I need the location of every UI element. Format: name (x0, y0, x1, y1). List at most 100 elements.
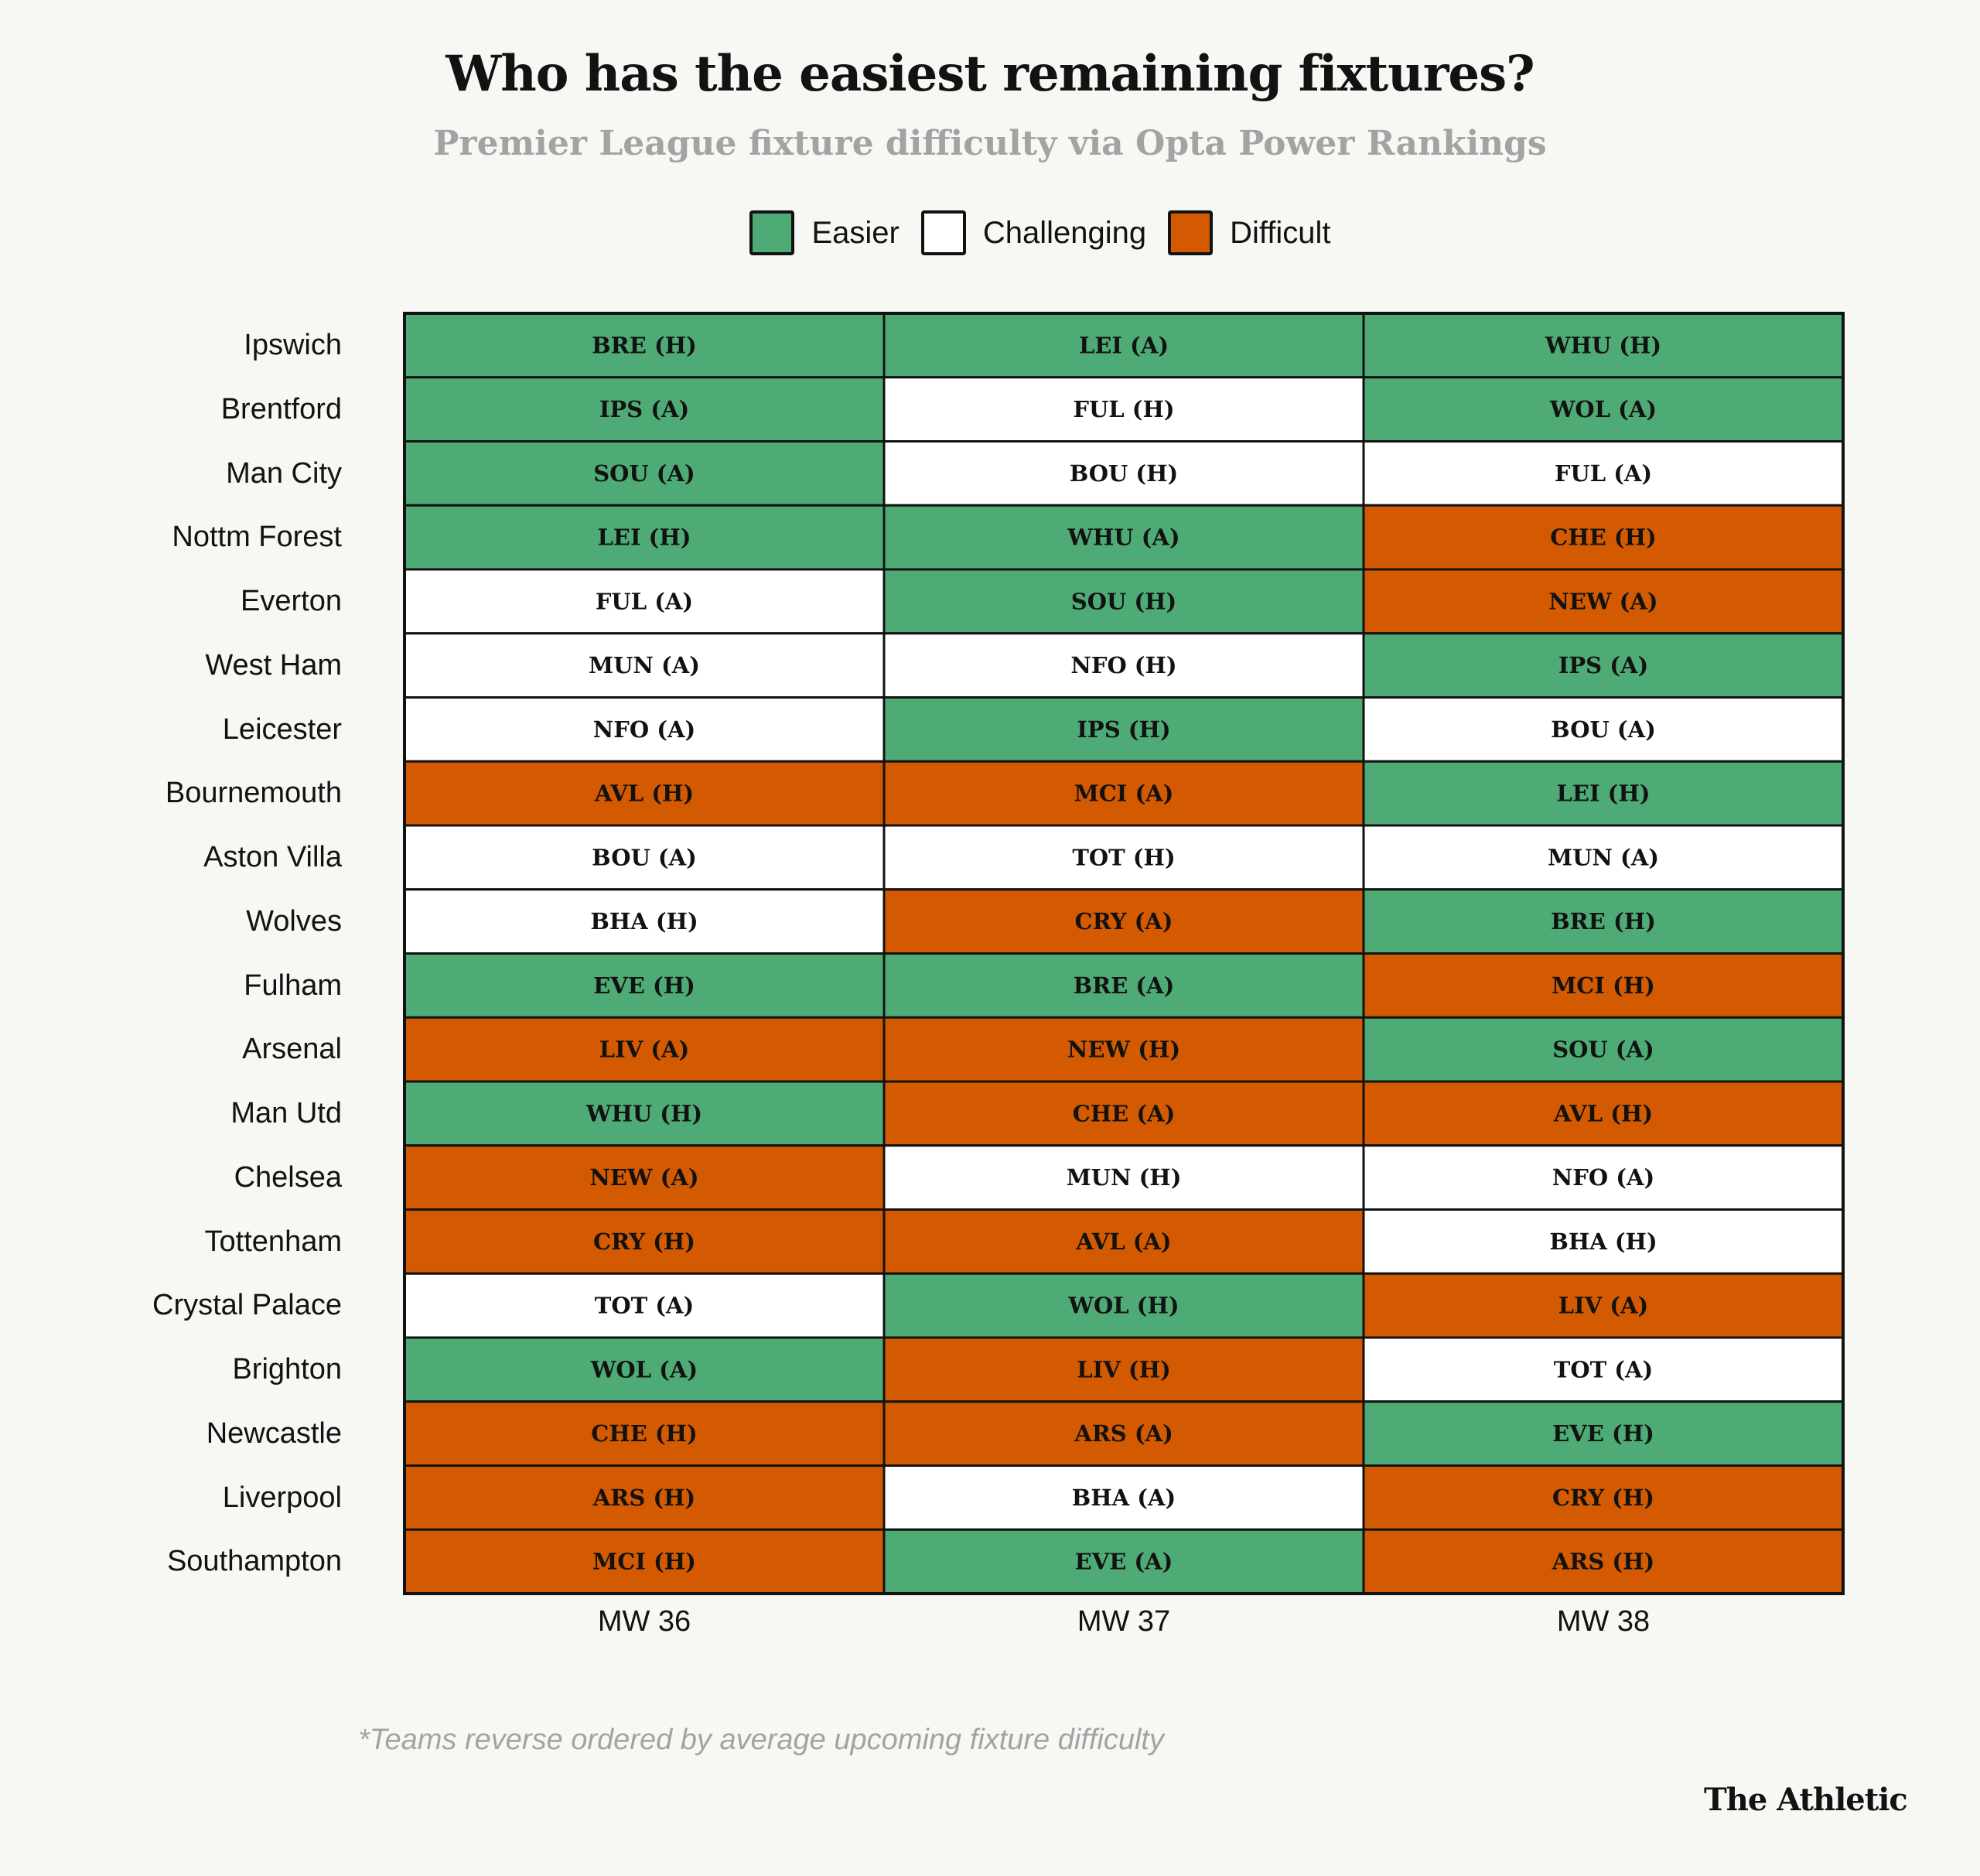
fixture-cell (1362, 568, 1845, 635)
fixture-label: CRY (H) (593, 1228, 695, 1255)
fixture-cell (1362, 888, 1845, 955)
fixture-label: IPS (H) (1077, 716, 1170, 743)
fixture-label: BRE (H) (1551, 908, 1656, 935)
fixture-label: WOL (H) (1067, 1293, 1179, 1319)
chart-title: Who has the easiest remaining fixtures? (446, 45, 1534, 103)
fixture-label: LIV (A) (599, 1037, 690, 1063)
team-label: West Ham (205, 648, 342, 682)
fixture-cell (1362, 952, 1845, 1019)
team-label: Everton (241, 585, 342, 617)
fixture-label: FUL (A) (1555, 460, 1652, 487)
fixture-label: EVE (H) (1552, 1420, 1654, 1447)
legend-label-difficult: Difficult (1230, 215, 1331, 250)
fixture-cell (1362, 376, 1845, 443)
fixture-label: ARS (A) (1074, 1420, 1173, 1447)
team-label: Southampton (166, 1545, 342, 1578)
legend-item-challenging: Challenging (920, 210, 1147, 255)
fixture-label: AVL (A) (1075, 1228, 1171, 1255)
fixture-label: AVL (H) (594, 781, 694, 807)
fixture-label: SOU (H) (1071, 588, 1176, 614)
team-label: Chelsea (234, 1160, 342, 1194)
legend: Easier Challenging Difficult (0, 210, 1980, 255)
fixture-label: WHU (H) (1545, 332, 1661, 358)
legend-swatch-easier (749, 210, 795, 255)
fixture-label: LIV (H) (1077, 1356, 1170, 1382)
fixture-label: LEI (H) (1557, 781, 1651, 807)
fixture-cell (1362, 1272, 1845, 1339)
team-label: Man Utd (230, 1097, 342, 1129)
fixture-cell (1362, 440, 1845, 507)
fixture-label: BOU (H) (1070, 460, 1179, 487)
team-label: Man City (226, 456, 342, 490)
matchweek-label: MW 36 (597, 1605, 691, 1638)
legend-label-challenging: Challenging (982, 215, 1147, 250)
fixture-cell (1362, 696, 1845, 763)
fixture-label: BHA (H) (590, 908, 698, 935)
fixture-label: MCI (H) (592, 1549, 696, 1575)
fixture-label: CHE (H) (591, 1420, 698, 1447)
fixture-cell (882, 504, 1365, 571)
fixture-cell (403, 888, 886, 955)
team-label: Wolves (246, 904, 342, 938)
fixture-cell (882, 824, 1365, 891)
matchweek-label: MW 37 (1077, 1605, 1171, 1638)
fixture-cell (403, 952, 886, 1019)
fixture-label: SOU (A) (1552, 1037, 1654, 1063)
fixture-cell (1362, 504, 1845, 571)
fixture-cell (882, 696, 1365, 763)
brand-logo: The Athletic (1704, 1782, 1908, 1818)
team-label: Ipswich (244, 329, 342, 361)
fixture-label: MCI (H) (1552, 972, 1655, 999)
fixture-cell (1362, 1528, 1845, 1595)
fixture-label: MCI (A) (1074, 781, 1174, 807)
fixture-cell (403, 1080, 886, 1147)
footnote: *Teams reverse ordered by average upcomi… (358, 1724, 1164, 1756)
fixture-label: FUL (H) (1073, 396, 1174, 422)
fixture-label: BHA (A) (1072, 1485, 1176, 1511)
fixture-label: WOL (A) (590, 1356, 698, 1382)
team-label: Aston Villa (203, 841, 342, 873)
fixture-label: IPS (A) (599, 396, 689, 422)
fixture-label: BRE (A) (1074, 972, 1175, 999)
legend-item-difficult: Difficult (1168, 210, 1331, 255)
fixture-label: EVE (A) (1075, 1549, 1173, 1575)
fixture-cell (1362, 760, 1845, 827)
team-label: Tottenham (204, 1225, 342, 1258)
fixture-label: ARS (H) (592, 1485, 695, 1511)
fixture-label: CRY (H) (1552, 1485, 1654, 1511)
fixture-label: WOL (A) (1549, 396, 1657, 422)
fixture-label: LEI (H) (598, 525, 691, 551)
legend-label-easier: Easier (811, 215, 900, 250)
fixture-label: BHA (H) (1549, 1228, 1657, 1255)
fixture-cell (403, 440, 886, 507)
legend-swatch-difficult (1168, 210, 1214, 255)
fixture-cell (882, 1144, 1365, 1211)
fixture-label: NEW (A) (589, 1164, 698, 1191)
team-label: Arsenal (242, 1033, 342, 1066)
fixture-cell (882, 312, 1365, 379)
team-label: Newcastle (206, 1416, 342, 1450)
fixture-label: NEW (A) (1548, 588, 1657, 614)
fixture-label: MUN (A) (1548, 844, 1659, 870)
fixture-cell (403, 1144, 886, 1211)
fixture-label: TOT (H) (1072, 844, 1175, 870)
fixture-label: MUN (A) (589, 652, 700, 678)
chart-subtitle: Premier League fixture difficulty via Op… (433, 124, 1547, 163)
fixture-label: IPS (A) (1558, 652, 1648, 678)
fixture-label: CRY (A) (1074, 908, 1173, 935)
fixture-label: LIV (A) (1558, 1293, 1649, 1319)
matchweek-label: MW 38 (1556, 1605, 1651, 1638)
legend-item-easier: Easier (749, 210, 900, 255)
team-label: Brentford (220, 392, 342, 425)
fixture-label: BOU (A) (1551, 716, 1656, 743)
fixture-cell (1362, 1208, 1845, 1275)
fixture-label: TOT (A) (595, 1293, 694, 1319)
fixture-label: TOT (A) (1554, 1356, 1653, 1382)
team-label: Leicester (222, 712, 342, 746)
fixture-cell (403, 504, 886, 571)
fixture-label: ARS (H) (1552, 1549, 1654, 1575)
fixture-cell (1362, 1016, 1845, 1083)
team-label: Nottm Forest (172, 521, 342, 554)
team-label: Liverpool (222, 1481, 342, 1514)
